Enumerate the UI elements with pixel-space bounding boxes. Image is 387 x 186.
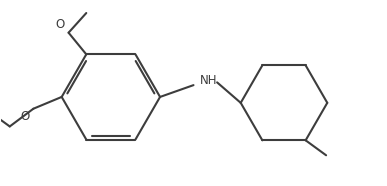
Text: NH: NH bbox=[200, 73, 217, 86]
Text: O: O bbox=[20, 110, 29, 123]
Text: O: O bbox=[55, 18, 65, 31]
